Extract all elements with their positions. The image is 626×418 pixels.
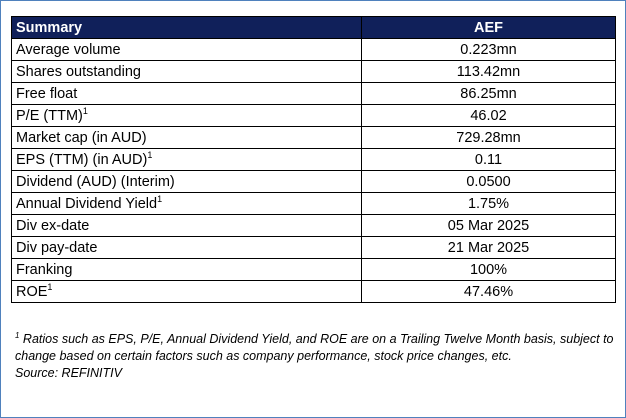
table-row: Div pay-date 21 Mar 2025 xyxy=(11,236,616,259)
footnote: 1 Ratios such as EPS, P/E, Annual Divide… xyxy=(15,331,615,382)
table-row: Dividend (AUD) (Interim) 0.0500 xyxy=(11,170,616,193)
table-row: Average volume 0.223mn xyxy=(11,38,616,61)
table-row: Market cap (in AUD) 729.28mn xyxy=(11,126,616,149)
header-summary: Summary xyxy=(11,16,362,39)
row-value: 0.223mn xyxy=(361,38,616,61)
table-row: Free float 86.25mn xyxy=(11,82,616,105)
header-ticker: AEF xyxy=(361,16,616,39)
footnote-marker: 1 xyxy=(47,281,53,292)
row-value: 86.25mn xyxy=(361,82,616,105)
row-label: Market cap (in AUD) xyxy=(11,126,362,149)
row-value: 47.46% xyxy=(361,280,616,303)
footnote-marker: 1 xyxy=(147,149,153,160)
row-label: Dividend (AUD) (Interim) xyxy=(11,170,362,193)
row-label: Franking xyxy=(11,258,362,281)
row-label: Div ex-date xyxy=(11,214,362,237)
row-value: 0.0500 xyxy=(361,170,616,193)
row-value: 05 Mar 2025 xyxy=(361,214,616,237)
footnote-marker: 1 xyxy=(157,193,163,204)
row-label: P/E (TTM)1 xyxy=(11,104,362,127)
table-row: EPS (TTM) (in AUD)1 0.11 xyxy=(11,148,616,171)
row-label: Div pay-date xyxy=(11,236,362,259)
footnote-marker: 1 xyxy=(15,330,20,340)
row-value: 46.02 xyxy=(361,104,616,127)
row-label: EPS (TTM) (in AUD)1 xyxy=(11,148,362,171)
table-row: ROE1 47.46% xyxy=(11,280,616,303)
row-label: Free float xyxy=(11,82,362,105)
source-line: Source: REFINITIV xyxy=(15,366,122,380)
table-row: Div ex-date 05 Mar 2025 xyxy=(11,214,616,237)
row-label: ROE1 xyxy=(11,280,362,303)
table-row: Franking 100% xyxy=(11,258,616,281)
row-label: Shares outstanding xyxy=(11,60,362,83)
summary-table: Summary AEF Average volume 0.223mn Share… xyxy=(11,16,616,303)
row-value: 113.42mn xyxy=(361,60,616,83)
footnote-marker: 1 xyxy=(82,105,88,116)
table-row: Shares outstanding 113.42mn xyxy=(11,60,616,83)
table-row: Annual Dividend Yield1 1.75% xyxy=(11,192,616,215)
row-value: 21 Mar 2025 xyxy=(361,236,616,259)
footnote-text: 1 Ratios such as EPS, P/E, Annual Divide… xyxy=(15,330,614,363)
row-value: 0.11 xyxy=(361,148,616,171)
row-label: Annual Dividend Yield1 xyxy=(11,192,362,215)
table-header-row: Summary AEF xyxy=(11,16,616,39)
row-value: 729.28mn xyxy=(361,126,616,149)
row-value: 1.75% xyxy=(361,192,616,215)
row-label: Average volume xyxy=(11,38,362,61)
table-row: P/E (TTM)1 46.02 xyxy=(11,104,616,127)
row-value: 100% xyxy=(361,258,616,281)
